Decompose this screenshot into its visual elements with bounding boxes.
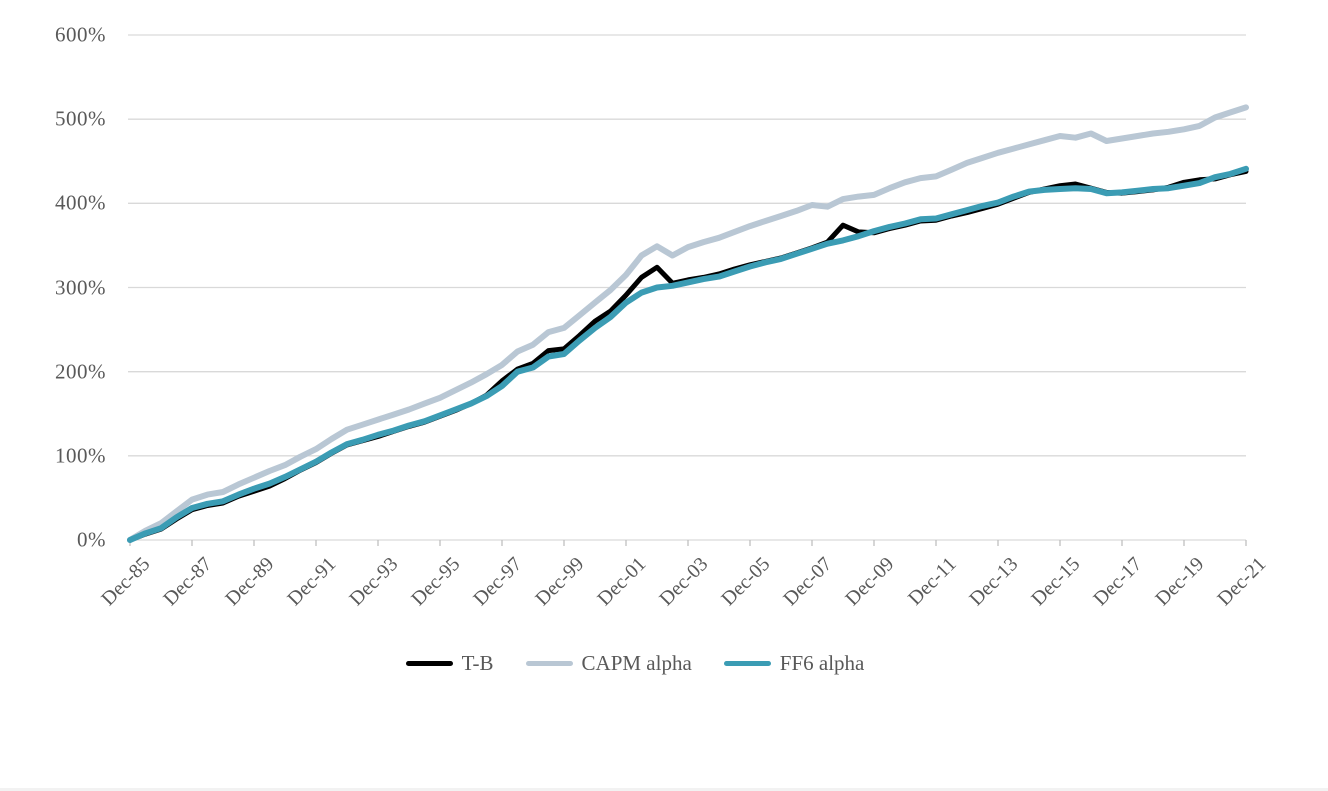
page-bottom-edge [0,788,1328,791]
legend-label: FF6 alpha [779,651,865,675]
y-tick-label: 100% [55,443,106,468]
series-line-t-b [127,168,1249,543]
legend-label: T-B [461,651,494,675]
y-tick-label: 500% [55,106,106,131]
legend-label: CAPM alpha [581,651,692,675]
legend-item-ff6-alpha: FF6 alpha [723,651,865,676]
y-tick-label: 200% [55,359,106,384]
legend-line-swatch [525,660,573,667]
chart-legend: T-B CAPM alpha FF6 alpha [0,651,1270,676]
y-tick-label: 600% [55,22,106,47]
y-tick-label: 400% [55,190,106,215]
y-tick-label: 300% [55,275,106,299]
y-tick-label: 0% [77,527,106,552]
legend-item-capm-alpha: CAPM alpha [525,651,692,676]
legend-line-swatch [723,660,771,667]
legend-line-swatch [405,661,453,666]
series-line-ff6-alpha [127,165,1249,543]
series-line-capm-alpha [127,104,1249,543]
legend-item-t-b: T-B [405,651,494,676]
